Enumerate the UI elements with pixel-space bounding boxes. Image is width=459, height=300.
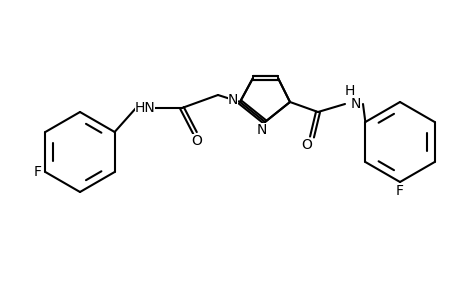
Text: F: F <box>34 165 41 179</box>
Text: HN: HN <box>134 101 155 115</box>
Text: N: N <box>227 93 238 107</box>
Text: O: O <box>301 138 312 152</box>
Text: H: H <box>344 84 354 98</box>
Text: F: F <box>395 184 403 198</box>
Text: N: N <box>350 97 360 111</box>
Text: N: N <box>256 123 267 137</box>
Text: O: O <box>191 134 202 148</box>
